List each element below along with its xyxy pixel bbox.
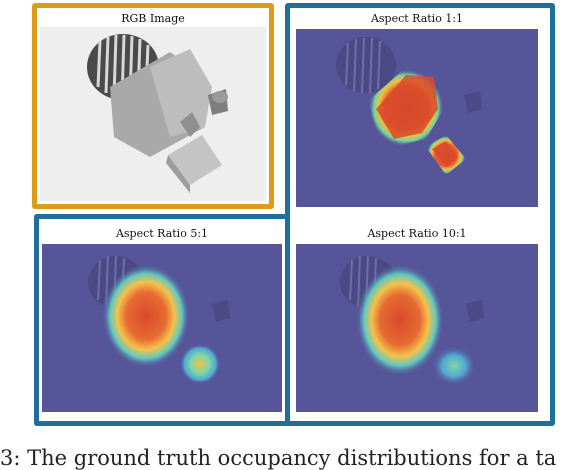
figure-caption: 3: The ground truth occupancy distributi…	[0, 446, 557, 470]
rgb-image-panel: RGB Image	[40, 9, 266, 201]
heatmap-panel-1-1: Aspect Ratio 1:1	[296, 9, 538, 209]
heatmap-1-1	[296, 29, 538, 207]
heatmap-panel-5-1: Aspect Ratio 5:1	[42, 224, 282, 414]
rgb-image-title: RGB Image	[121, 12, 185, 25]
heatmap-10-1	[296, 244, 538, 412]
heatmap-5-1	[42, 244, 282, 412]
rgb-image	[40, 27, 266, 201]
heatmap-5-1-title: Aspect Ratio 5:1	[115, 227, 209, 240]
heatmap-10-1-title: Aspect Ratio 10:1	[367, 227, 467, 240]
heatmap-1-1-title: Aspect Ratio 1:1	[370, 12, 464, 25]
heatmap-panel-10-1: Aspect Ratio 10:1	[296, 224, 538, 414]
heatmap-frame-bottom-left	[34, 214, 289, 426]
